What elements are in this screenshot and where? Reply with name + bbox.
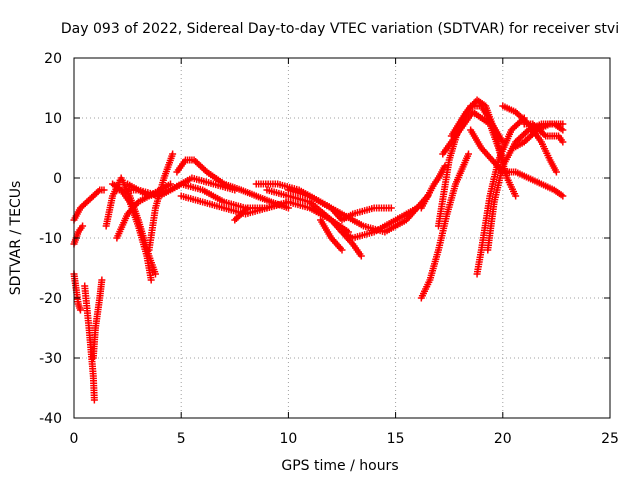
y-tick-label: -10 (39, 231, 62, 247)
x-tick-label: 10 (279, 431, 297, 447)
data-point (284, 204, 292, 212)
tick-labels: 0 5 10 15 20 25 -40 -30 -20 -10 0 10 20 (39, 51, 619, 447)
data-point (387, 204, 395, 212)
data-point (559, 126, 567, 134)
x-axis-label: GPS time / hours (281, 458, 398, 474)
series-arc-2 (70, 222, 87, 248)
series-arc-29 (510, 120, 567, 152)
series-arc-5 (89, 276, 106, 362)
chart-title: Day 093 of 2022, Sidereal Day-to-day VTE… (61, 21, 619, 37)
y-tick-label: -20 (39, 291, 62, 307)
axis-ticks (73, 57, 611, 419)
data-point (147, 276, 155, 284)
x-tick-label: 5 (177, 431, 186, 447)
series-arc-16 (263, 186, 365, 260)
data-point (464, 150, 472, 158)
data-point (98, 276, 106, 284)
series-arc-21 (417, 150, 472, 302)
data-point (169, 150, 177, 158)
series-arc-14 (231, 204, 252, 224)
data-point (559, 120, 567, 128)
data-point (151, 270, 159, 278)
x-tick-label: 15 (387, 431, 405, 447)
data-points (70, 96, 567, 404)
data-point (559, 192, 567, 200)
series-arc-9 (145, 150, 177, 254)
y-tick-label: 10 (44, 111, 62, 127)
data-point (79, 222, 87, 230)
series-arc-30 (520, 120, 567, 146)
data-point (559, 138, 567, 146)
data-point (338, 246, 346, 254)
series-arc-1 (70, 186, 108, 224)
x-tick-label: 20 (494, 431, 512, 447)
data-point (512, 192, 520, 200)
y-tick-label: -30 (39, 351, 62, 367)
y-tick-label: 0 (53, 171, 62, 187)
y-tick-label: -40 (39, 411, 62, 427)
data-point (76, 306, 84, 314)
data-point (90, 396, 98, 404)
x-tick-label: 0 (70, 431, 79, 447)
grid-lines (74, 58, 610, 418)
series-arc-28 (499, 102, 560, 176)
data-point (357, 252, 365, 260)
series-arc-19 (338, 192, 432, 242)
data-point (100, 186, 108, 194)
data-point (552, 168, 560, 176)
series-arc-17 (284, 186, 395, 224)
data-point (441, 162, 449, 170)
data-point (244, 204, 252, 212)
series-arc-18 (317, 216, 346, 254)
y-tick-label: 20 (44, 51, 62, 67)
y-axis-label: SDTVAR / TECUs (8, 181, 24, 296)
x-tick-label: 25 (601, 431, 619, 447)
series-arc-4 (81, 282, 98, 404)
series-arc-27 (467, 126, 567, 200)
series-arc-25 (473, 114, 528, 278)
series-arc-20 (417, 162, 449, 212)
series-arc-3 (70, 270, 84, 314)
data-point (166, 180, 174, 188)
